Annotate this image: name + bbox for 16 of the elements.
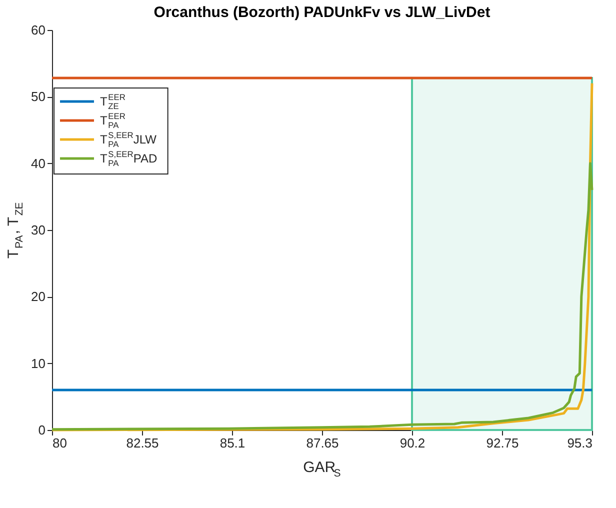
y-tick-label: 0 xyxy=(38,422,46,438)
x-tick-label: 82.55 xyxy=(126,436,159,450)
y-tick-label: 30 xyxy=(31,222,46,238)
y-tick-label: 20 xyxy=(31,289,46,304)
x-tick-label: 90.2 xyxy=(400,436,426,450)
y-tick-label: 50 xyxy=(31,89,46,104)
x-tick-label: 92.75 xyxy=(486,436,519,450)
y-axis-title: TPA, TZE xyxy=(5,202,26,259)
x-tick-label: 85.1 xyxy=(220,436,246,450)
x-tick-label: 95.3 xyxy=(567,436,592,450)
y-tick-label: 60 xyxy=(31,22,46,38)
x-tick-label: 87.65 xyxy=(306,436,339,450)
chart-title: Orcanthus (Bozorth) PADUnkFv vs JLW_LivDet xyxy=(154,4,490,21)
y-tick-label: 10 xyxy=(31,356,46,371)
y-tick-label: 40 xyxy=(31,156,46,171)
x-tick-label: 80 xyxy=(52,436,67,450)
